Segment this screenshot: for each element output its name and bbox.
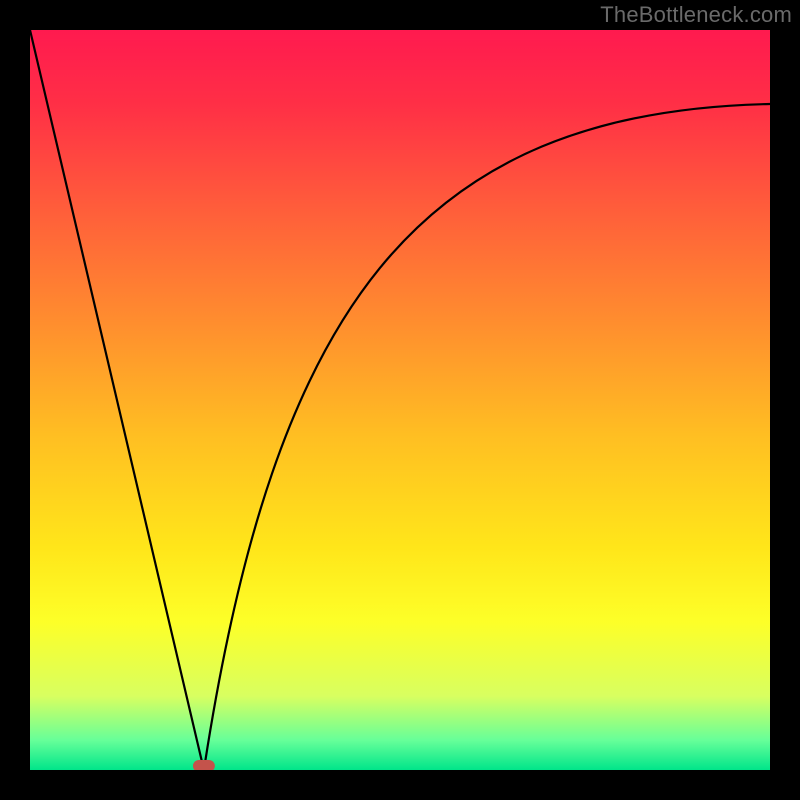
chart-stage: TheBottleneck.com bbox=[0, 0, 800, 800]
curve-layer bbox=[30, 30, 770, 770]
bottleneck-marker bbox=[193, 760, 215, 770]
watermark-label: TheBottleneck.com bbox=[600, 2, 792, 28]
bottleneck-curve bbox=[30, 30, 770, 770]
plot-area bbox=[30, 30, 770, 770]
